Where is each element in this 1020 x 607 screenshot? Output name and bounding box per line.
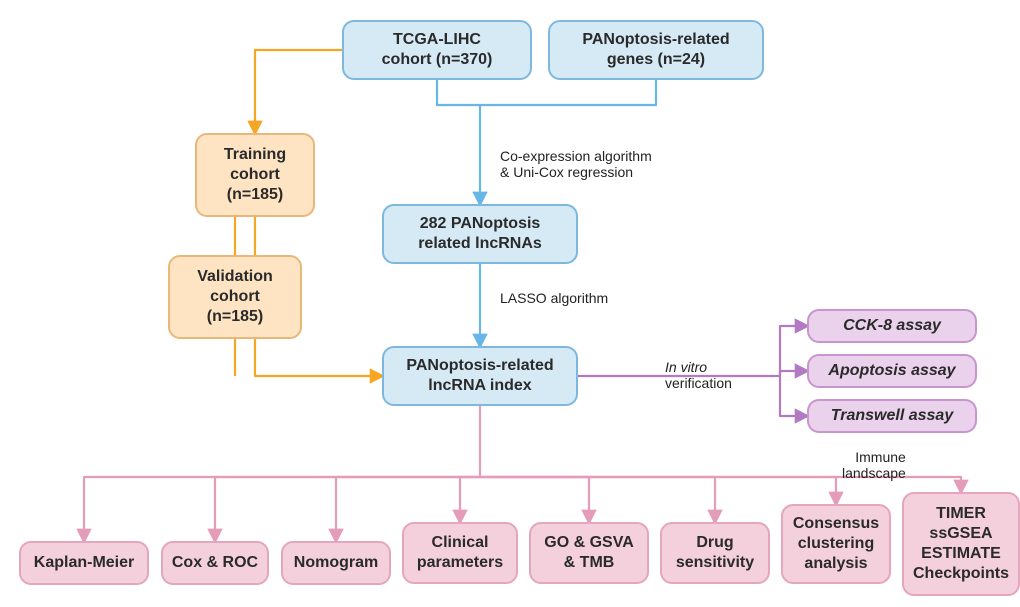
node-validation-line: cohort: [210, 287, 260, 307]
edge-p3: [780, 376, 807, 416]
label-coexp: Co-expression algorithm& Uni-Cox regress…: [500, 148, 652, 180]
edge-pk5: [480, 477, 589, 522]
label-coexp-line: Co-expression algorithm: [500, 148, 652, 164]
node-pan_genes-line: PANoptosis-related: [582, 30, 729, 50]
edge-p2: [780, 371, 807, 376]
node-lnc282-line: 282 PANoptosis: [420, 214, 541, 234]
node-drug-line: Drug: [696, 533, 733, 553]
node-index-line: PANoptosis-related: [406, 356, 553, 376]
node-trans-line: Transwell assay: [831, 406, 953, 426]
edge-pk7: [480, 477, 836, 504]
node-immune-line: TIMER: [936, 504, 986, 524]
node-validation: Validationcohort(n=185): [168, 255, 302, 339]
node-cck8: CCK-8 assay: [807, 309, 977, 343]
label-imm-line: landscape: [842, 465, 906, 481]
node-nomo: Nomogram: [281, 541, 391, 585]
node-cons-line: clustering: [798, 534, 874, 554]
node-training: Trainingcohort(n=185): [195, 133, 315, 217]
node-training-line: cohort: [230, 165, 280, 185]
node-go: GO & GSVA& TMB: [529, 522, 649, 584]
label-lasso: LASSO algorithm: [500, 290, 608, 306]
edge-orange_top: [255, 50, 342, 133]
node-tcga: TCGA-LIHCcohort (n=370): [342, 20, 532, 80]
edge-e1: [437, 80, 656, 105]
node-cox_roc: Cox & ROC: [161, 541, 269, 585]
label-invitro: In vitroverification: [665, 359, 732, 391]
node-apop: Apoptosis assay: [807, 354, 977, 388]
label-invitro-line: In vitro: [665, 359, 732, 375]
edge-pk6: [480, 477, 715, 522]
node-cons: Consensusclusteringanalysis: [781, 504, 891, 584]
node-pan_genes: PANoptosis-relatedgenes (n=24): [548, 20, 764, 80]
node-tcga-line: TCGA-LIHC: [393, 30, 481, 50]
node-go-line: & TMB: [564, 553, 615, 573]
node-go-line: GO & GSVA: [544, 533, 634, 553]
node-immune-line: ESTIMATE: [921, 544, 1001, 564]
node-clin: Clinicalparameters: [402, 522, 518, 584]
label-coexp-line: & Uni-Cox regression: [500, 164, 652, 180]
node-nomo-line: Nomogram: [294, 553, 378, 573]
node-lnc282-line: related lncRNAs: [418, 234, 542, 254]
node-validation-line: (n=185): [207, 307, 263, 327]
node-clin-line: Clinical: [432, 533, 489, 553]
node-cck8-line: CCK-8 assay: [843, 316, 941, 336]
node-training-line: (n=185): [227, 185, 283, 205]
node-immune: TIMERssGSEAESTIMATECheckpoints: [902, 492, 1020, 596]
node-cox_roc-line: Cox & ROC: [172, 553, 258, 573]
node-drug: Drugsensitivity: [660, 522, 770, 584]
node-trans: Transwell assay: [807, 399, 977, 433]
node-drug-line: sensitivity: [676, 553, 754, 573]
label-invitro-line: verification: [665, 375, 732, 391]
node-apop-line: Apoptosis assay: [828, 361, 955, 381]
label-imm-line: Immune: [842, 449, 906, 465]
node-clin-line: parameters: [417, 553, 503, 573]
edge-pk4: [460, 477, 480, 522]
node-cons-line: analysis: [804, 554, 867, 574]
node-km-line: Kaplan-Meier: [34, 553, 134, 573]
node-pan_genes-line: genes (n=24): [607, 50, 705, 70]
label-lasso-line: LASSO algorithm: [500, 290, 608, 306]
node-cons-line: Consensus: [793, 514, 879, 534]
flowchart: TCGA-LIHCcohort (n=370) PANoptosis-relate…: [0, 0, 1020, 607]
node-immune-line: ssGSEA: [929, 524, 992, 544]
node-index-line: lncRNA index: [428, 376, 531, 396]
node-lnc282: 282 PANoptosisrelated lncRNAs: [382, 204, 578, 264]
node-validation-line: Validation: [197, 267, 273, 287]
node-tcga-line: cohort (n=370): [382, 50, 493, 70]
node-index: PANoptosis-relatedlncRNA index: [382, 346, 578, 406]
label-imm: Immunelandscape: [842, 449, 906, 481]
node-km: Kaplan-Meier: [19, 541, 149, 585]
node-training-line: Training: [224, 145, 286, 165]
node-immune-line: Checkpoints: [913, 564, 1009, 584]
